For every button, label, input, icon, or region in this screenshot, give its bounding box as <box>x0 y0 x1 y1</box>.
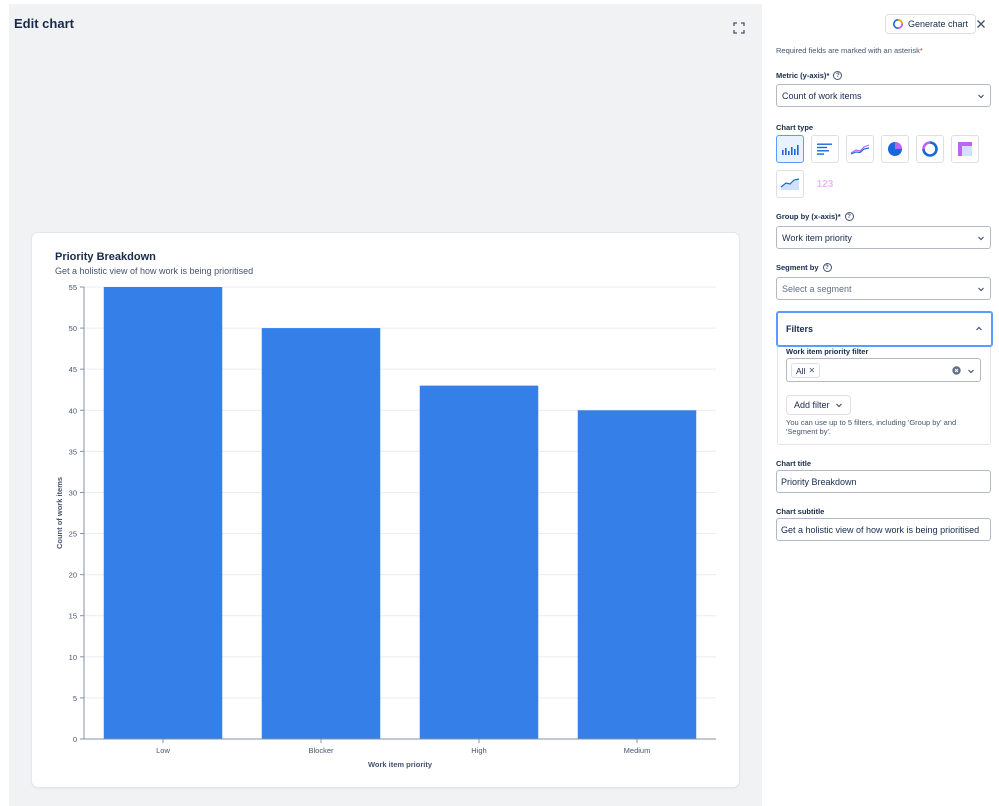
segment-by-select[interactable]: Select a segment <box>776 277 991 300</box>
filter-note: You can use up to 5 filters, including '… <box>786 418 957 436</box>
y-tick-label: 5 <box>73 694 77 703</box>
line-chart-icon <box>850 144 870 155</box>
chart-type-vertical-bar[interactable] <box>776 135 804 163</box>
chevron-up-icon <box>976 326 982 331</box>
filters-title: Filters <box>786 324 814 334</box>
bar-chart: 0 5 10 15 20 25 30 35 40 45 50 55 Low Blocker High Medi… <box>55 283 716 769</box>
y-tick-label: 50 <box>69 324 77 333</box>
chart-type-area[interactable] <box>776 170 804 198</box>
close-icon <box>977 20 985 28</box>
y-tick-label: 20 <box>69 571 77 580</box>
x-tick-label: Low <box>156 746 170 755</box>
chart-type-line[interactable] <box>846 135 874 163</box>
x-axis-label: Work item priority <box>368 760 433 769</box>
chart-type-heatmap[interactable] <box>951 135 979 163</box>
help-icon[interactable]: ? <box>844 212 854 221</box>
y-axis-label: Count of work items <box>55 477 64 549</box>
chart-type-pie[interactable] <box>881 135 909 163</box>
x-tick-label: Blocker <box>308 746 334 755</box>
y-tick-label: 30 <box>69 488 77 497</box>
bar <box>261 328 381 739</box>
y-tick-label: 45 <box>69 365 77 374</box>
metric-label: Metric (y-axis)* ? <box>776 71 843 80</box>
expand-icon <box>733 22 745 34</box>
close-button[interactable] <box>974 17 988 31</box>
remove-tag-icon[interactable]: ✕ <box>808 366 816 375</box>
y-tick-label: 40 <box>69 406 77 415</box>
chart-title: Priority Breakdown <box>55 251 156 263</box>
y-tick-label: 55 <box>69 283 77 292</box>
horizontal-bar-chart-icon <box>817 143 832 155</box>
y-tick-label: 15 <box>69 612 77 621</box>
donut-chart-icon <box>922 141 938 157</box>
chart-title-label: Chart title <box>776 459 812 468</box>
group-by-label: Group by (x-axis)* ? <box>776 212 854 221</box>
chart-type-label: Chart type <box>776 123 814 132</box>
panel-title: Edit chart <box>14 16 74 31</box>
add-filter-button[interactable]: Add filter <box>786 395 851 415</box>
chart-subtitle-input[interactable] <box>776 518 991 541</box>
chevron-down-icon <box>978 236 984 240</box>
expand-button[interactable] <box>728 17 750 39</box>
chart-type-donut[interactable] <box>916 135 944 163</box>
bar <box>419 385 539 739</box>
clear-icon[interactable] <box>952 366 961 375</box>
help-icon[interactable]: ? <box>822 263 832 272</box>
generate-chart-button[interactable]: Generate chart <box>885 14 977 34</box>
vertical-bar-chart-icon <box>782 145 799 155</box>
add-filter-label: Add filter <box>794 400 830 410</box>
pie-chart-icon <box>888 142 902 156</box>
filters-section-header[interactable]: Filters <box>776 311 993 347</box>
single-number-icon: 123 <box>816 178 834 190</box>
generate-chart-label: Generate chart <box>908 19 969 29</box>
help-icon[interactable]: ? <box>833 71 843 80</box>
filter-tag-label: All <box>796 365 806 376</box>
x-tick-label: High <box>471 746 486 755</box>
chevron-down-icon <box>978 94 984 98</box>
chevron-down-icon <box>968 369 974 374</box>
chart-subtitle-label: Chart subtitle <box>776 507 825 516</box>
y-tick-label: 0 <box>73 735 77 744</box>
chart-card: Priority Breakdown Get a holistic view o… <box>32 233 739 787</box>
y-tick-label: 35 <box>69 447 77 456</box>
chart-title-input[interactable] <box>776 470 991 493</box>
chart-subtitle: Get a holistic view of how work is being… <box>55 266 254 276</box>
filters-section-body <box>777 347 991 445</box>
group-by-select[interactable]: Work item priority <box>776 226 991 249</box>
x-tick-label: Medium <box>624 746 651 755</box>
y-tick-label: 10 <box>69 653 77 662</box>
bar <box>577 410 697 739</box>
bar <box>103 287 223 739</box>
ai-sparkle-icon <box>893 19 903 29</box>
chevron-down-icon <box>835 403 842 408</box>
area-chart-icon <box>780 178 800 190</box>
priority-filter-label: Work item priority filter <box>786 347 869 356</box>
metric-select[interactable]: Count of work items <box>776 84 991 107</box>
filter-tag: All ✕ <box>791 363 821 378</box>
segment-by-label: Segment by ? <box>776 263 832 272</box>
heatmap-icon <box>958 142 972 156</box>
chevron-down-icon <box>978 287 984 291</box>
chart-type-single-number[interactable]: 123 <box>811 170 839 198</box>
chart-type-horizontal-bar[interactable] <box>811 135 839 163</box>
priority-filter-select[interactable]: All ✕ <box>786 358 981 382</box>
y-tick-label: 25 <box>69 530 77 539</box>
required-note: Required fields are marked with an aster… <box>776 46 923 55</box>
